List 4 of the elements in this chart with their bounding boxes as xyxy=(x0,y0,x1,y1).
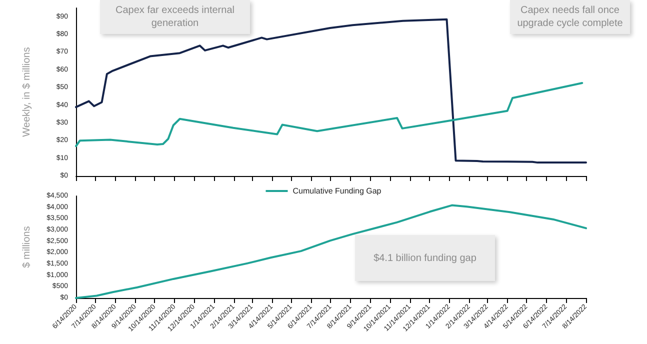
y-axis-title: Weekly, in $ millions xyxy=(22,47,32,137)
y-axis-title: $ millions xyxy=(22,226,32,268)
legend-label: Cumulative Funding Gap xyxy=(292,186,382,196)
line-series xyxy=(75,82,584,148)
